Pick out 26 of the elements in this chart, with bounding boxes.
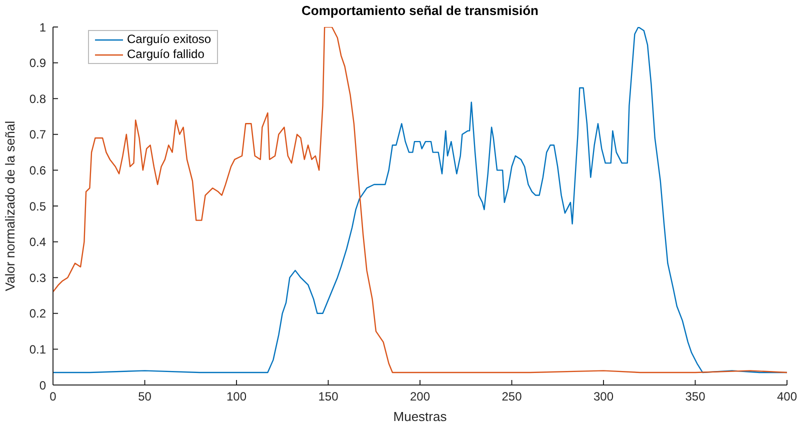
y-tick-label: 0.9	[29, 56, 46, 70]
chart-title: Comportamiento señal de transmisión	[300, 3, 540, 18]
y-axis-title: Valor normalizado de la señal	[2, 120, 18, 292]
x-tick-label: 200	[410, 390, 430, 404]
x-tick-label: 350	[685, 390, 706, 404]
y-tick-label: 1	[39, 20, 46, 34]
y-tick-label: 0.7	[29, 128, 46, 142]
x-axis-title: Muestras	[393, 409, 448, 424]
x-tick-label: 50	[138, 390, 152, 404]
x-tick-label: 250	[502, 390, 522, 404]
y-tick-label: 0.6	[29, 163, 46, 178]
legend-label: Carguío exitoso	[127, 32, 212, 47]
y-tick-label: 0.4	[29, 235, 46, 250]
y-tick-label: 0	[39, 378, 46, 392]
y-tick-label: 0.2	[29, 306, 46, 321]
y-tick-label: 0.5	[29, 199, 46, 214]
x-tick-label: 400	[776, 390, 798, 404]
x-tick-label: 0	[50, 390, 57, 404]
legend-label: Carguío fallido	[127, 47, 204, 62]
y-tick-label: 0.3	[29, 270, 46, 285]
line-series	[53, 27, 787, 374]
y-tick-label: 0.1	[29, 342, 46, 356]
y-tick-label: 0.8	[29, 92, 46, 106]
x-tick-label: 300	[593, 390, 614, 404]
x-tick-label: 100	[226, 390, 247, 404]
x-tick-label: 150	[318, 390, 339, 404]
